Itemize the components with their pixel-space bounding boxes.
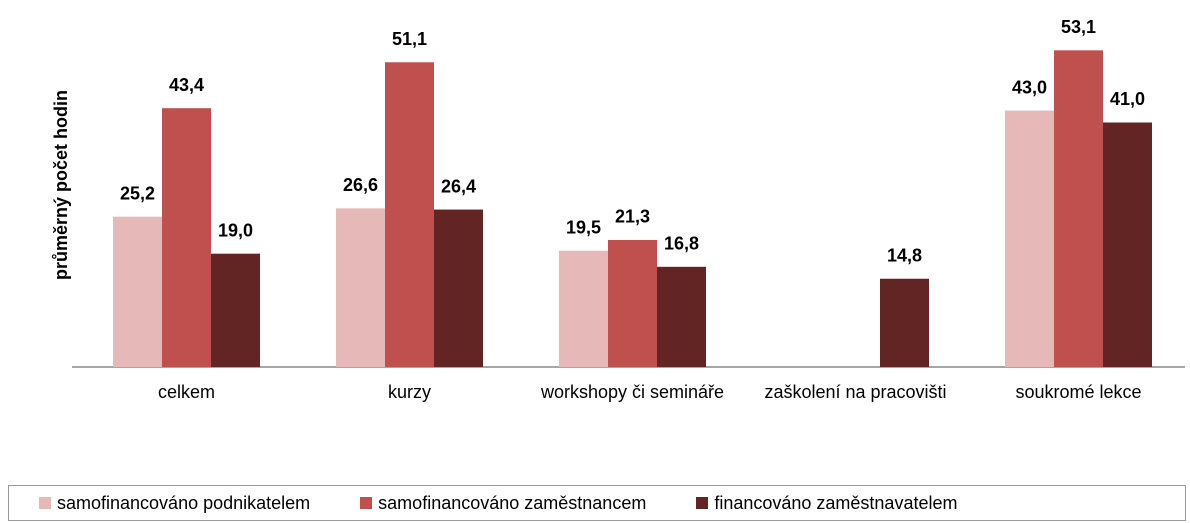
data-label: 26,6 [343, 175, 378, 195]
legend-swatch [360, 497, 373, 509]
data-label: 43,4 [169, 75, 204, 95]
bar [1103, 122, 1152, 367]
bar [162, 108, 211, 367]
bar [559, 250, 608, 367]
x-tick-label: workshopy či semináře [540, 382, 725, 402]
bar [113, 216, 162, 367]
legend-item: samofinancováno zaměstnancem [360, 493, 646, 514]
data-label: 19,5 [566, 217, 601, 237]
bar [336, 208, 385, 367]
bar [1005, 110, 1054, 368]
data-label: 53,1 [1061, 17, 1096, 37]
legend-item: financováno zaměstnavatelem [696, 493, 957, 514]
bar [608, 239, 657, 367]
bar [657, 266, 706, 367]
x-tick-label: celkem [157, 382, 215, 402]
data-label: 16,8 [664, 234, 699, 254]
bar [434, 209, 483, 367]
x-tick-label: soukromé lekce [1015, 382, 1142, 402]
bar [211, 253, 260, 367]
bar [1054, 50, 1103, 368]
data-label: 43,0 [1012, 77, 1047, 97]
bar [385, 62, 434, 368]
data-label: 41,0 [1110, 89, 1145, 109]
x-tick-label: kurzy [387, 382, 431, 402]
data-label: 25,2 [120, 183, 155, 203]
data-label: 51,1 [392, 29, 427, 49]
data-label: 19,0 [218, 220, 253, 240]
legend: samofinancováno podnikatelem samofinancov… [8, 485, 1186, 521]
legend-label: financováno zaměstnavatelem [714, 492, 958, 513]
data-label: 26,4 [441, 176, 476, 196]
data-label: 14,8 [887, 245, 922, 265]
y-axis-label: průměrný počet hodin [51, 90, 71, 280]
x-tick-label: zaškolení na pracovišti [764, 382, 947, 402]
legend-swatch [39, 497, 51, 509]
legend-swatch [696, 497, 709, 509]
legend-item: samofinancováno podnikatelem [39, 493, 310, 514]
legend-label: samofinancováno podnikatelem [57, 492, 311, 513]
bar [880, 278, 929, 367]
legend-label: samofinancováno zaměstnancem [378, 492, 647, 513]
data-label: 21,3 [615, 207, 650, 227]
